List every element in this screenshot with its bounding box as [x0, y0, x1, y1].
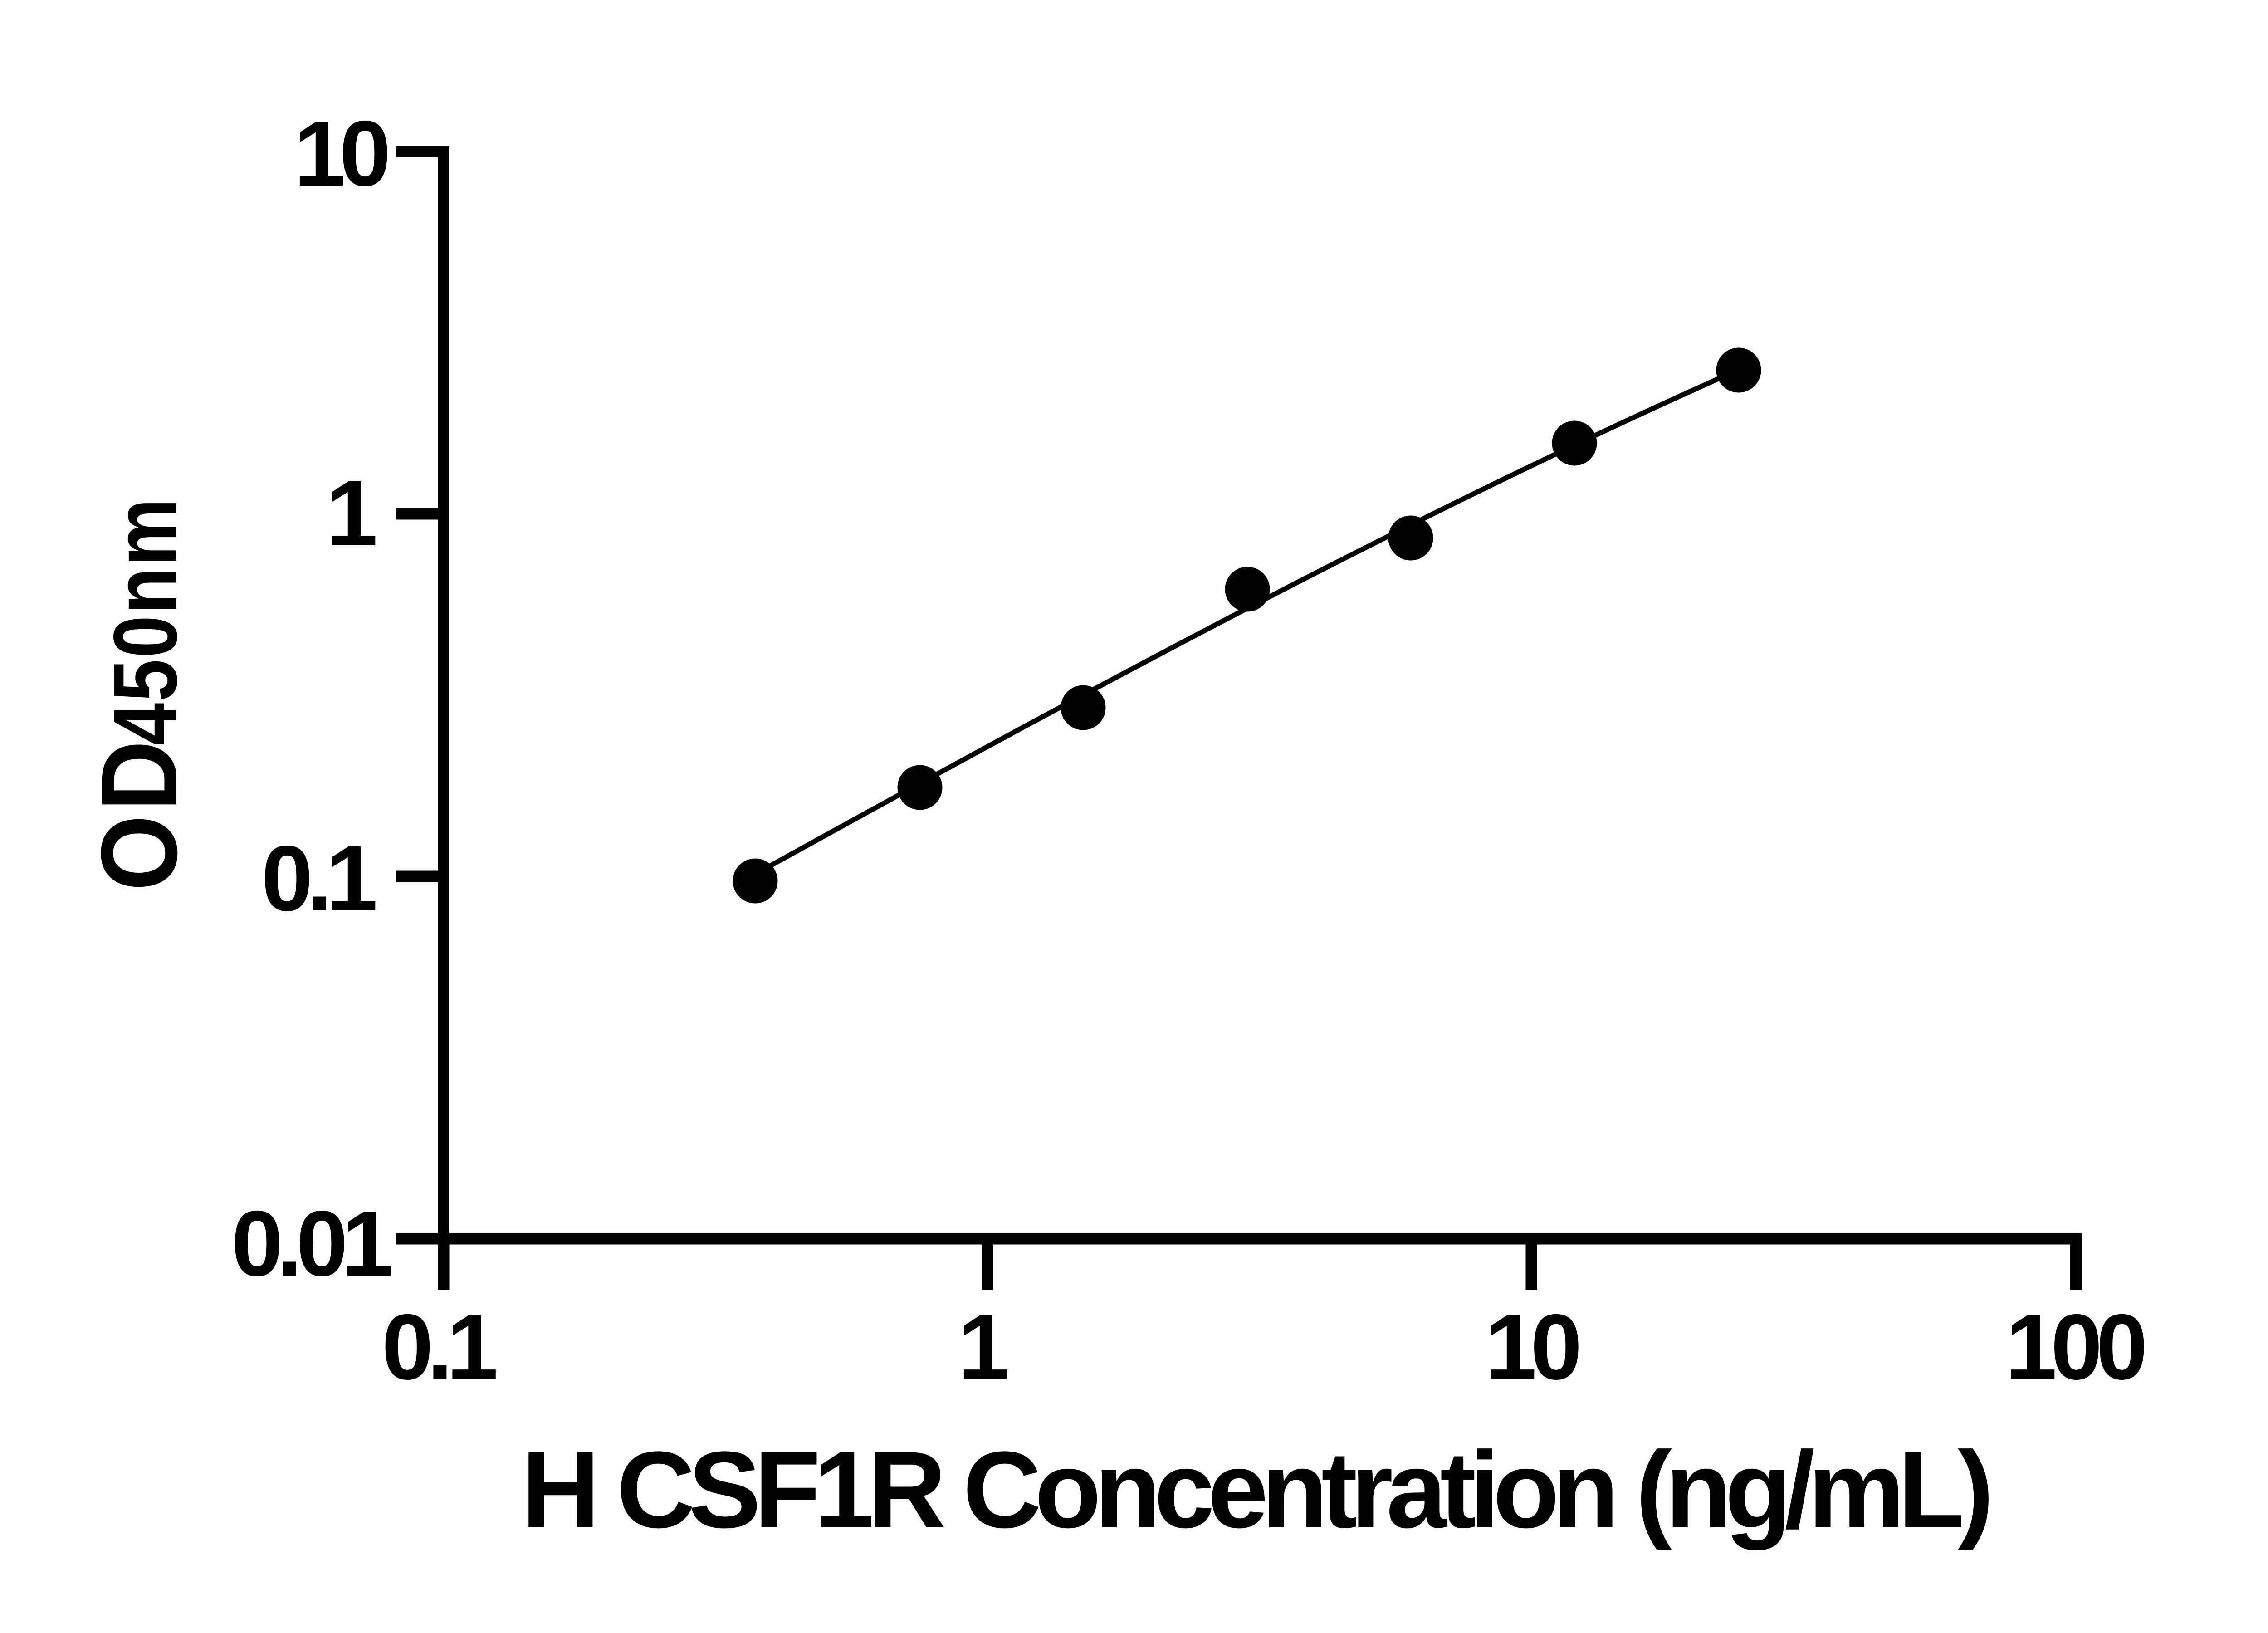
svg-text:10: 10 — [294, 102, 387, 205]
svg-text:100: 100 — [2005, 1295, 2144, 1399]
svg-text:1: 1 — [958, 1295, 1007, 1399]
svg-text:10: 10 — [1485, 1295, 1579, 1399]
svg-text:1: 1 — [326, 461, 376, 565]
svg-text:OD: OD — [79, 736, 200, 891]
svg-text:450nm: 450nm — [95, 497, 196, 745]
svg-text:H CSF1R Concentration (ng/mL): H CSF1R Concentration (ng/mL) — [521, 1429, 1989, 1550]
svg-text:0.1: 0.1 — [261, 826, 376, 930]
svg-text:0.01: 0.01 — [231, 1192, 391, 1296]
svg-text:0.1: 0.1 — [382, 1295, 496, 1399]
